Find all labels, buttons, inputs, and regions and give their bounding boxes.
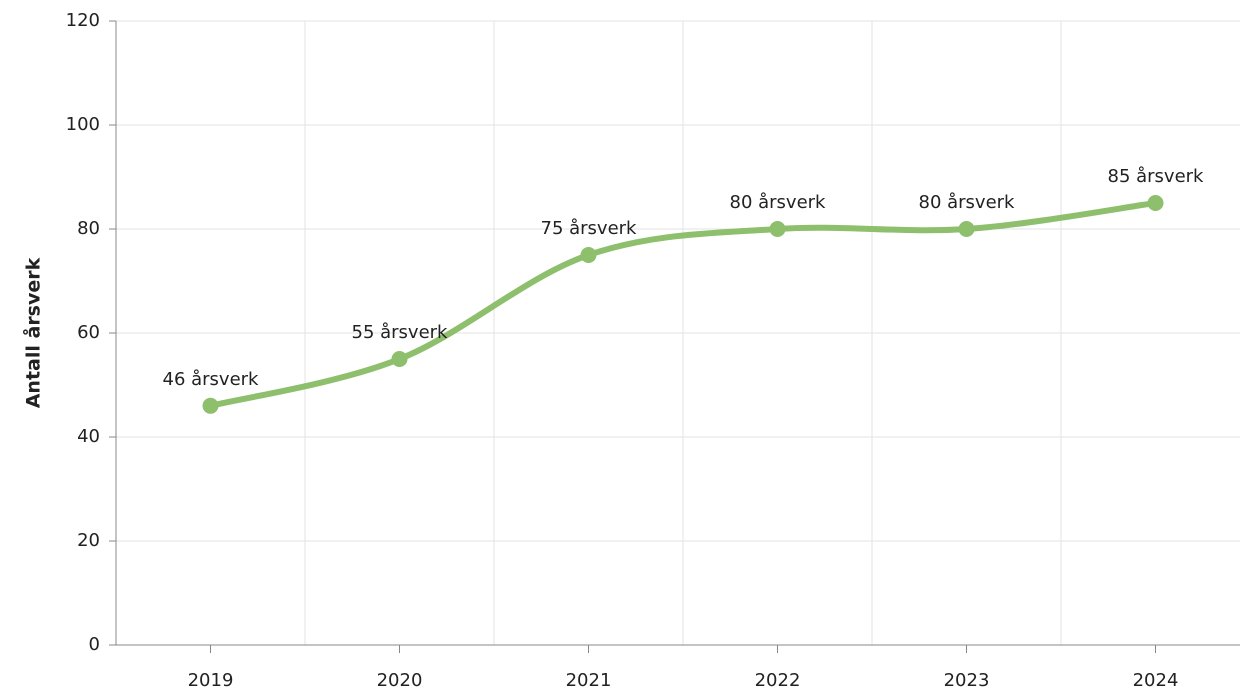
y-tick-label: 40 <box>77 426 100 447</box>
x-tick-label: 2023 <box>944 670 990 691</box>
x-tick-label: 2019 <box>188 670 234 691</box>
y-axis-label: Antall årsverk <box>21 257 45 408</box>
x-tick-label: 2022 <box>755 670 801 691</box>
data-label: 80 årsverk <box>730 192 827 213</box>
y-tick-label: 0 <box>89 634 100 655</box>
y-tick-label: 20 <box>77 530 100 551</box>
point <box>391 351 408 367</box>
data-label: 55 årsverk <box>352 322 449 343</box>
y-tick-label: 80 <box>77 218 100 239</box>
data-label: 80 årsverk <box>919 192 1016 213</box>
point <box>580 247 597 263</box>
x-tick-label: 2020 <box>377 670 423 691</box>
data-label: 85 årsverk <box>1108 166 1205 187</box>
line <box>207 200 1159 409</box>
point <box>202 397 219 414</box>
data-label: 75 årsverk <box>541 218 638 239</box>
y-tick-label: 100 <box>66 114 100 135</box>
x-tick-label: 2024 <box>1133 670 1179 691</box>
point <box>769 221 786 237</box>
point <box>1147 195 1164 211</box>
y-tick-label: 120 <box>66 10 100 31</box>
point <box>958 221 975 237</box>
y-tick-label: 60 <box>77 322 100 343</box>
data-label: 46 årsverk <box>163 369 260 390</box>
x-tick-label: 2021 <box>566 670 612 691</box>
